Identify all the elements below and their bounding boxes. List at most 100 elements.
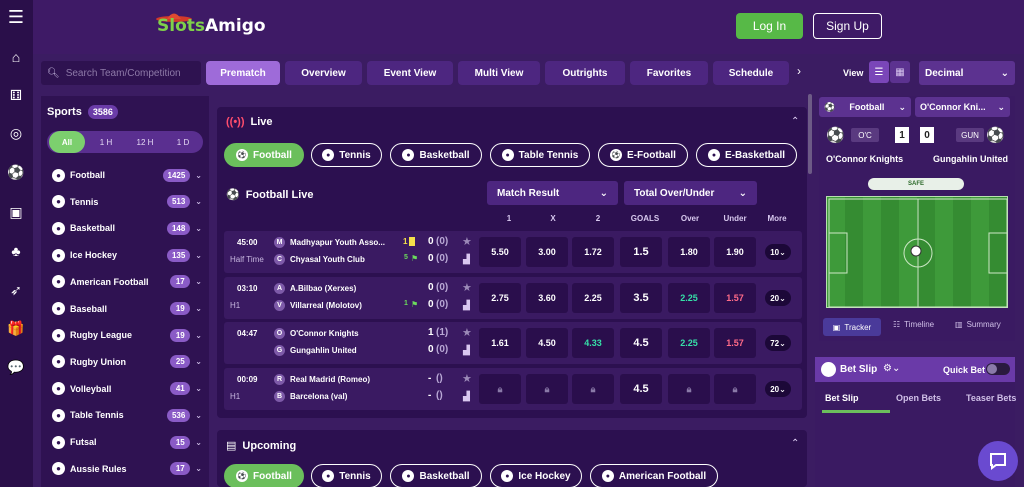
- signup-button[interactable]: Sign Up: [813, 13, 882, 39]
- teaser-bets-tab[interactable]: Teaser Bets: [966, 393, 1017, 403]
- grid-view-icon[interactable]: ▦: [890, 61, 910, 83]
- chevron-down-icon[interactable]: ⌄: [195, 304, 202, 313]
- sidebar-item-rugby-league[interactable]: ● Rugby League 19 ⌄: [52, 326, 202, 344]
- time-filter-12h[interactable]: 12 H: [136, 137, 154, 147]
- login-button[interactable]: Log In: [736, 13, 803, 39]
- live-casino-icon[interactable]: ▣: [9, 203, 23, 220]
- open-bets-tab[interactable]: Open Bets: [896, 393, 942, 403]
- sidebar-item-baseball[interactable]: ● Baseball 19 ⌄: [52, 300, 202, 318]
- rocket-icon[interactable]: ➶: [10, 281, 22, 298]
- odds-format-select[interactable]: Decimal ⌄: [919, 61, 1015, 85]
- cards-icon[interactable]: ♣: [11, 243, 21, 259]
- settings-gear-icon[interactable]: ⚙⌄: [883, 363, 901, 374]
- odds-button-over[interactable]: 2.25: [668, 328, 710, 358]
- chevron-down-icon[interactable]: ⌄: [195, 170, 202, 180]
- football-nav-icon[interactable]: ⚽: [7, 163, 25, 180]
- odds-button-goals[interactable]: 3.5: [620, 283, 662, 313]
- timeline-tab[interactable]: ☷ Timeline: [893, 320, 935, 329]
- tracker-sport-select[interactable]: ⚽ Football ⌄: [819, 97, 911, 117]
- odds-button-o1[interactable]: 1.61: [479, 328, 521, 358]
- favorite-star-icon[interactable]: ★: [462, 236, 472, 248]
- sidebar-item-football[interactable]: ● Football 1425 ⌄: [52, 166, 202, 184]
- live-tab-football[interactable]: ⚽ Football: [224, 143, 304, 167]
- market-select-match-result[interactable]: Match Result ⌄: [487, 181, 618, 205]
- chevron-up-icon[interactable]: ⌃: [791, 438, 800, 449]
- stats-icon[interactable]: ▟: [463, 254, 470, 264]
- upcoming-tab-ice-hockey[interactable]: ● Ice Hockey: [490, 464, 582, 487]
- tab-multi-view[interactable]: Multi View: [458, 61, 540, 85]
- odds-button-over[interactable]: 1.80: [668, 237, 710, 267]
- odds-button-ox[interactable]: 3.00: [526, 237, 568, 267]
- home-icon[interactable]: ⌂: [11, 49, 21, 65]
- chevron-down-icon[interactable]: ⌄: [195, 330, 202, 340]
- tab-favorites[interactable]: Favorites: [630, 61, 708, 85]
- odds-button-ox[interactable]: 4.50: [526, 328, 568, 358]
- tab-overview[interactable]: Overview: [285, 61, 362, 85]
- chevron-down-icon[interactable]: ⌄: [195, 223, 202, 233]
- live-tab-tennis[interactable]: ● Tennis: [311, 143, 382, 167]
- search-input[interactable]: 🔍︎ Search Team/Competition: [41, 61, 201, 85]
- sidebar-item-basketball[interactable]: ● Basketball 148 ⌄: [52, 219, 202, 237]
- sidebar-item-futsal[interactable]: ● Futsal 15 ⌄: [52, 433, 202, 451]
- odds-button-ox[interactable]: 3.60: [526, 283, 568, 313]
- odds-button-o1[interactable]: 2.75: [479, 283, 521, 313]
- quick-bet-toggle[interactable]: [986, 363, 1010, 375]
- tab-prematch[interactable]: Prematch: [206, 61, 280, 85]
- chevron-down-icon[interactable]: ⌄: [195, 357, 202, 367]
- time-filter-1d[interactable]: 1 D: [176, 137, 190, 147]
- time-filter-all[interactable]: All: [49, 131, 85, 153]
- upcoming-tab-tennis[interactable]: ● Tennis: [311, 464, 382, 487]
- chevron-down-icon[interactable]: ⌄: [195, 437, 202, 447]
- odds-button-under[interactable]: 1.57: [714, 328, 756, 358]
- sidebar-item-rugby-union[interactable]: ● Rugby Union 25 ⌄: [52, 353, 202, 371]
- chevron-right-icon[interactable]: ›: [797, 64, 801, 78]
- more-markets-button[interactable]: 20 ⌄: [765, 381, 791, 397]
- odds-button-goals[interactable]: 1.5: [620, 237, 662, 267]
- odds-button-goals[interactable]: 4.5: [620, 328, 662, 358]
- bet-slip-tab[interactable]: Bet Slip: [825, 393, 859, 403]
- favorite-star-icon[interactable]: ★: [462, 327, 472, 339]
- more-markets-button[interactable]: 10 ⌄: [765, 244, 791, 260]
- chevron-down-icon[interactable]: ⌄: [195, 464, 202, 474]
- menu-icon[interactable]: ☰: [7, 6, 25, 27]
- odds-button-o2[interactable]: 4.33: [572, 328, 614, 358]
- odds-button-o2[interactable]: 1.72: [572, 237, 614, 267]
- sidebar-item-volleyball[interactable]: ● Volleyball 41 ⌄: [52, 380, 202, 398]
- live-tab-table-tennis[interactable]: ● Table Tennis: [490, 143, 590, 167]
- sidebar-item-ice-hockey[interactable]: ● Ice Hockey 135 ⌄: [52, 246, 202, 264]
- odds-button-under[interactable]: 1.57: [714, 283, 756, 313]
- upcoming-tab-football[interactable]: ⚽ Football: [224, 464, 304, 487]
- summary-tab[interactable]: ▥ Summary: [955, 320, 1001, 329]
- stats-icon[interactable]: ▟: [463, 345, 470, 355]
- odds-button-goals[interactable]: 4.5: [620, 374, 662, 404]
- stats-icon[interactable]: ▟: [463, 391, 470, 401]
- chevron-down-icon[interactable]: ⌄: [195, 277, 202, 287]
- chevron-down-icon[interactable]: ⌄: [195, 410, 202, 420]
- live-tab-e-football[interactable]: ⚽ E-Football: [598, 143, 688, 167]
- market-select-total[interactable]: Total Over/Under ⌄: [624, 181, 757, 205]
- sidebar-item-table-tennis[interactable]: ● Table Tennis 536 ⌄: [52, 406, 202, 424]
- favorite-star-icon[interactable]: ★: [462, 282, 472, 294]
- odds-button-over[interactable]: 2.25: [668, 283, 710, 313]
- tracker-match-select[interactable]: O'Connor Kni... ⌄: [915, 97, 1010, 117]
- chevron-up-icon[interactable]: ⌃: [791, 116, 800, 127]
- casino-chip-icon[interactable]: ◎: [9, 124, 23, 141]
- tab-outrights[interactable]: Outrights: [545, 61, 625, 85]
- live-tab-basketball[interactable]: ● Basketball: [390, 143, 482, 167]
- time-filter-1h[interactable]: 1 H: [99, 137, 113, 147]
- live-chat-button[interactable]: [978, 441, 1018, 481]
- dice-icon[interactable]: ⚅: [9, 86, 23, 103]
- chat-nav-icon[interactable]: 💬: [7, 358, 25, 375]
- sidebar-item-tennis[interactable]: ● Tennis 513 ⌄: [52, 193, 202, 211]
- favorite-star-icon[interactable]: ★: [462, 373, 472, 385]
- more-markets-button[interactable]: 20 ⌄: [765, 290, 791, 306]
- gift-icon[interactable]: 🎁: [7, 319, 25, 336]
- sidebar-item-american-football[interactable]: ● American Football 17 ⌄: [52, 273, 202, 291]
- odds-button-o1[interactable]: 5.50: [479, 237, 521, 267]
- sidebar-item-aussie-rules[interactable]: ● Aussie Rules 17 ⌄: [52, 460, 202, 478]
- odds-button-under[interactable]: 1.90: [714, 237, 756, 267]
- chevron-down-icon[interactable]: ⌄: [195, 384, 202, 394]
- chevron-down-icon[interactable]: ⌄: [195, 197, 202, 207]
- list-view-icon[interactable]: ☰: [869, 61, 889, 83]
- upcoming-tab-american-football[interactable]: ● American Football: [590, 464, 718, 487]
